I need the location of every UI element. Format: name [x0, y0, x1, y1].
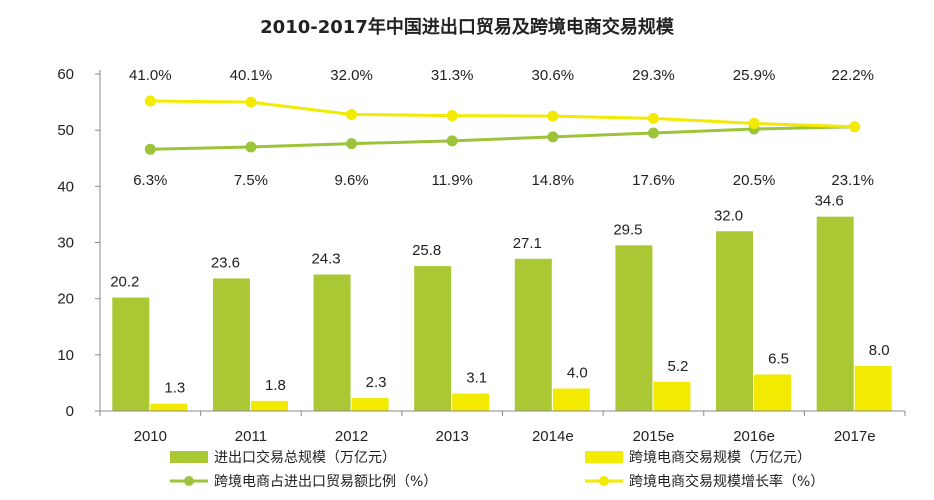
bar-label-total-trade: 29.5: [613, 221, 642, 238]
line-label-growth-rate: 40.1%: [230, 67, 273, 84]
x-tick-label: 2013: [436, 428, 469, 445]
point-growth-rate: [446, 110, 458, 122]
bar-label-cross-border: 1.3: [164, 380, 185, 397]
lines-group: [144, 95, 861, 155]
bar-cross-border-ecommerce: [351, 398, 389, 411]
bar-label-total-trade: 34.6: [815, 193, 844, 210]
line-label-share-ratio: 14.8%: [532, 172, 575, 189]
x-tick-label: 2017e: [834, 428, 876, 445]
bar-total-trade: [212, 278, 250, 411]
bar-cross-border-ecommerce: [754, 374, 792, 411]
legend-swatch-cross-border: [585, 451, 623, 463]
point-growth-rate: [245, 96, 257, 108]
legend-marker-growth-rate: [599, 476, 609, 486]
bar-label-total-trade: 23.6: [211, 254, 240, 271]
x-tick-label: 2010: [134, 428, 167, 445]
legend-label: 跨境电商交易规模增长率（%）: [629, 473, 824, 490]
chart-title: 2010-2017年中国进出口贸易及跨境电商交易规模: [260, 16, 675, 38]
bar-total-trade: [414, 266, 452, 411]
y-tick-label: 40: [57, 178, 74, 195]
bar-cross-border-ecommerce: [452, 393, 490, 411]
bar-cross-border-ecommerce: [150, 403, 188, 411]
line-label-growth-rate: 22.2%: [831, 67, 874, 84]
bar-cross-border-ecommerce: [552, 388, 590, 411]
bar-label-cross-border: 1.8: [265, 377, 286, 394]
y-tick-label: 0: [66, 403, 74, 420]
legend-label: 进出口交易总规模（万亿元）: [214, 449, 396, 466]
bar-label-total-trade: 27.1: [513, 235, 542, 252]
line-label-share-ratio: 23.1%: [831, 172, 874, 189]
bar-total-trade: [816, 216, 854, 411]
x-tick-label: 2012: [335, 428, 368, 445]
bar-cross-border-ecommerce: [250, 400, 288, 411]
legend-label: 跨境电商占进出口贸易额比例（%）: [214, 474, 437, 490]
bar-label-cross-border: 8.0: [869, 342, 890, 359]
line-share-ratio: [150, 125, 855, 151]
bar-label-cross-border: 6.5: [768, 350, 789, 367]
point-growth-rate: [346, 108, 358, 120]
line-label-share-ratio: 20.5%: [733, 172, 776, 189]
bars-group: [112, 216, 892, 411]
line-label-growth-rate: 41.0%: [129, 67, 172, 84]
point-share-ratio: [346, 138, 358, 150]
point-growth-rate: [144, 95, 156, 107]
line-label-growth-rate: 29.3%: [632, 67, 675, 84]
bar-label-total-trade: 32.0: [714, 207, 743, 224]
line-label-share-ratio: 7.5%: [234, 172, 268, 189]
bar-cross-border-ecommerce: [854, 366, 892, 411]
bar-total-trade: [716, 231, 754, 411]
point-share-ratio: [647, 127, 659, 139]
bar-total-trade: [112, 297, 150, 411]
bar-total-trade: [514, 258, 552, 411]
bar-label-cross-border: 2.3: [366, 374, 387, 391]
y-tick-label: 50: [57, 122, 74, 139]
point-share-ratio: [446, 135, 458, 147]
bar-total-trade: [615, 245, 653, 411]
y-tick-label: 10: [57, 347, 74, 364]
point-share-ratio: [245, 141, 257, 153]
point-share-ratio: [144, 143, 156, 155]
line-label-share-ratio: 6.3%: [133, 172, 167, 189]
line-label-growth-rate: 31.3%: [431, 67, 474, 84]
legend-swatch-total-trade: [170, 451, 208, 463]
bar-label-total-trade: 20.2: [110, 274, 139, 291]
point-growth-rate: [849, 121, 861, 133]
legend-marker-share-ratio: [184, 476, 194, 486]
y-tick-label: 30: [57, 235, 74, 252]
legend-label: 跨境电商交易规模（万亿元）: [629, 449, 811, 466]
line-label-growth-rate: 32.0%: [330, 67, 373, 84]
line-label-share-ratio: 11.9%: [431, 172, 472, 189]
bar-label-cross-border: 4.0: [567, 365, 588, 382]
x-tick-label: 2015e: [633, 428, 675, 445]
line-label-growth-rate: 25.9%: [733, 67, 776, 84]
bar-label-total-trade: 24.3: [311, 251, 340, 268]
x-tick-label: 2011: [235, 428, 267, 445]
x-tick-label: 2014e: [532, 428, 574, 445]
legend: 进出口交易总规模（万亿元） 跨境电商交易规模（万亿元） 跨境电商占进出口贸易额比例（…: [170, 449, 824, 490]
line-label-share-ratio: 17.6%: [632, 172, 675, 189]
x-tick-label: 2016e: [733, 428, 775, 445]
point-growth-rate: [748, 117, 760, 129]
bar-label-cross-border: 5.2: [668, 358, 689, 375]
point-growth-rate: [547, 110, 559, 122]
y-tick-label: 60: [57, 66, 74, 83]
line-label-growth-rate: 30.6%: [532, 67, 575, 84]
line-label-share-ratio: 9.6%: [334, 172, 368, 189]
point-growth-rate: [647, 112, 659, 124]
data-labels-group: 20.2 23.6 24.3 25.8 27.1 29.5 32.0 34.6 1.3 1.8 2.…: [110, 67, 889, 397]
line-growth-rate: [150, 99, 855, 129]
bar-label-cross-border: 3.1: [466, 370, 487, 387]
y-tick-label: 20: [57, 291, 74, 308]
bar-cross-border-ecommerce: [653, 381, 691, 411]
axes-group: 0 10 20 30 40 50 60 2010 2011 2012 2013 2014e 2015e 2…: [57, 66, 906, 445]
point-share-ratio: [547, 131, 559, 143]
bar-label-total-trade: 25.8: [412, 242, 441, 259]
bar-total-trade: [313, 274, 351, 411]
